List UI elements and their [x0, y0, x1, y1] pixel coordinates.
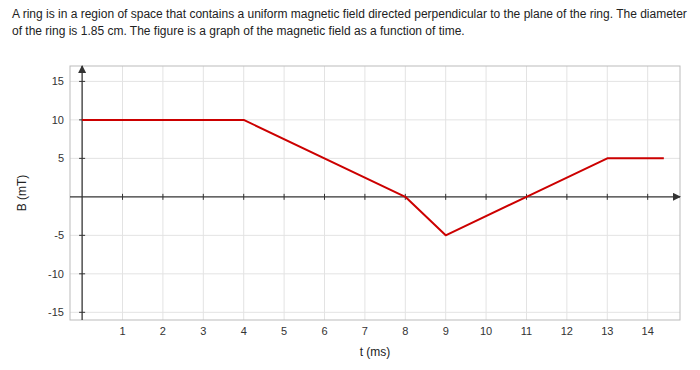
grid-line — [122, 66, 123, 320]
subtitle: of the ring is 1.85 cm. The figure is a … — [12, 24, 465, 38]
y-axis — [81, 66, 82, 320]
x-tick-label: 5 — [281, 325, 287, 337]
x-tick — [445, 194, 446, 200]
grid-line — [647, 66, 648, 320]
x-tick-label: 14 — [642, 325, 654, 337]
x-tick-label: 4 — [241, 325, 247, 337]
x-tick-label: 12 — [561, 325, 573, 337]
chart: A ring is in a region of space that cont… — [0, 0, 700, 370]
x-tick-label: 2 — [160, 325, 166, 337]
x-tick — [324, 194, 325, 200]
x-tick — [607, 194, 608, 200]
x-tick-label: 3 — [200, 325, 206, 337]
y-tick — [79, 312, 85, 313]
grid-line — [70, 81, 680, 82]
x-tick-label: 10 — [480, 325, 492, 337]
grid-line — [162, 66, 163, 320]
x-tick-label: 6 — [321, 325, 327, 337]
y-tick — [79, 235, 85, 236]
x-tick-label: 13 — [601, 325, 613, 337]
grid-line — [70, 235, 680, 236]
plot-frame — [70, 66, 680, 320]
plot-area — [82, 120, 664, 235]
grid-line — [324, 66, 325, 320]
grid-line — [70, 273, 680, 274]
grid-line — [284, 66, 285, 320]
x-tick-label: 1 — [119, 325, 125, 337]
grid-line — [445, 66, 446, 320]
grid-line — [566, 66, 567, 320]
x-tick-label: 8 — [402, 325, 408, 337]
y-tick — [79, 81, 85, 82]
y-tick-label: -10 — [48, 268, 64, 280]
grid-line — [405, 66, 406, 320]
y-tick — [79, 273, 85, 274]
x-tick — [122, 194, 123, 200]
grid-line — [607, 66, 608, 320]
y-tick-label: 5 — [58, 152, 64, 164]
x-axis-label: t (ms) — [360, 345, 391, 359]
y-tick-label: -5 — [54, 229, 64, 241]
grid-line — [486, 66, 487, 320]
x-tick — [486, 194, 487, 200]
x-tick — [162, 194, 163, 200]
x-axis — [70, 196, 680, 197]
grid — [70, 66, 680, 320]
y-tick-label: 15 — [52, 75, 64, 87]
x-tick-label: 9 — [443, 325, 449, 337]
grid-line — [526, 66, 527, 320]
grid-line — [364, 66, 365, 320]
x-tick — [284, 194, 285, 200]
x-tick — [243, 194, 244, 200]
data-line — [82, 120, 664, 235]
grid-line — [243, 66, 244, 320]
x-tick — [566, 194, 567, 200]
x-tick — [203, 194, 204, 200]
x-tick-label: 7 — [362, 325, 368, 337]
grid-line — [70, 158, 680, 159]
x-tick — [647, 194, 648, 200]
y-axis-label: B (mT) — [15, 175, 29, 212]
grid-line — [203, 66, 204, 320]
grid-line — [70, 312, 680, 313]
y-tick-label: -15 — [48, 306, 64, 318]
x-tick-label: 11 — [521, 325, 532, 337]
x-tick — [364, 194, 365, 200]
title: A ring is in a region of space that cont… — [12, 7, 687, 21]
y-tick-label: 10 — [52, 114, 64, 126]
y-tick — [79, 158, 85, 159]
